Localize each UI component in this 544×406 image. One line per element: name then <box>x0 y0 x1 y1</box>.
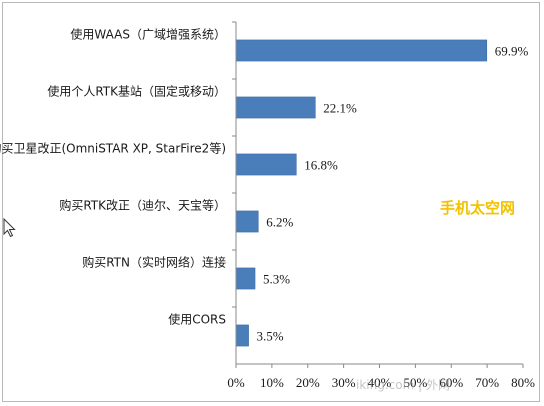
bar <box>235 39 488 62</box>
x-tick-label: 30% <box>332 375 356 390</box>
value-label: 16.8% <box>304 158 338 173</box>
category-label: 购买RTK改正（迪尔、天宝等） <box>59 198 226 213</box>
value-label: 3.5% <box>257 329 284 344</box>
category-label: 使用WAAS（广域增强系统） <box>70 27 226 42</box>
bar <box>235 153 297 176</box>
bars-layer <box>235 39 488 347</box>
category-label: 购买卫星改正(OmniSTAR XP, StarFire2等) <box>0 141 226 156</box>
bar <box>235 210 259 233</box>
bar <box>235 267 256 290</box>
mouse-pointer-icon <box>3 217 17 242</box>
x-tick-label: 10% <box>260 375 284 390</box>
value-label: 6.2% <box>266 215 293 230</box>
x-tick-label: 20% <box>296 375 320 390</box>
value-labels-layer: 69.9% 22.1% 16.8% 6.2% 5.3% 3.5% <box>257 44 529 344</box>
value-label: 69.9% <box>495 44 529 59</box>
chart-frame <box>2 2 540 402</box>
category-labels-layer: 使用WAAS（广域增强系统） 使用个人RTK基站（固定或移动） 购买卫星改正(Omn… <box>0 27 226 327</box>
value-label: 5.3% <box>263 272 290 287</box>
x-tick-label: 60% <box>439 375 463 390</box>
category-label: 购买RTN（实时网络）连接 <box>82 255 226 270</box>
category-label: 使用CORS <box>168 312 226 327</box>
value-label: 22.1% <box>323 101 357 116</box>
x-tick-label: 0% <box>227 375 245 390</box>
watermark-footer: iking.com | 外网 <box>356 378 450 392</box>
axis-layer: 0% 10% 20% 30% 40% 50% 60% 70% 80% <box>227 21 535 390</box>
bar <box>235 324 249 347</box>
x-tick-label: 40% <box>368 375 392 390</box>
category-label: 使用个人RTK基站（固定或移动） <box>47 84 226 99</box>
x-tick-label: 50% <box>403 375 427 390</box>
x-tick-label: 70% <box>475 375 499 390</box>
bar <box>235 96 316 119</box>
watermark-text: 手机太空网 <box>440 199 516 217</box>
x-tick-label: 80% <box>511 375 535 390</box>
